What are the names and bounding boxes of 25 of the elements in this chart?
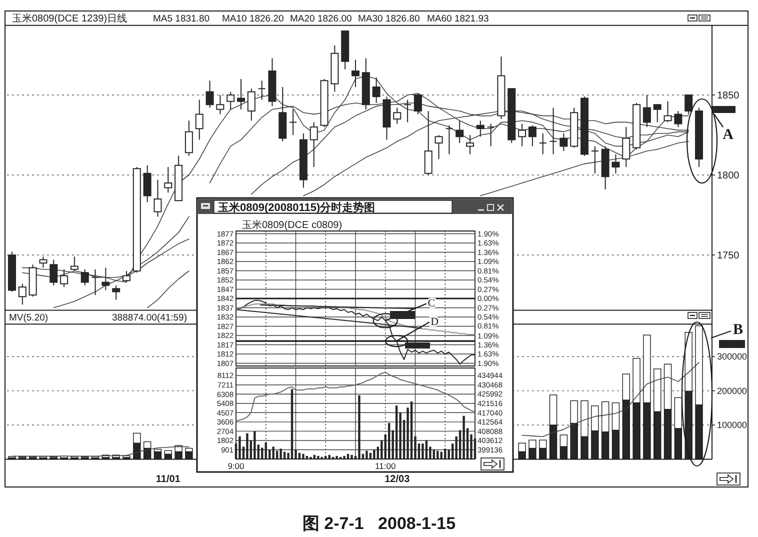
text: MA5 1831.80 — [153, 14, 210, 24]
text: MA60 1821.93 — [427, 14, 489, 24]
y-tick-label: 100000 — [717, 420, 748, 430]
caption: 图 2-7-1 2008-1-15 — [302, 514, 456, 533]
y-tick-label: 300000 — [717, 352, 748, 362]
text: 388874.00(41:59) — [112, 312, 188, 324]
chart-title: 玉米0809(20080115)分时走势图 — [217, 201, 376, 214]
y-tick-label: 1850 — [717, 90, 740, 102]
text: MA20 1826.00 — [290, 14, 352, 24]
x-tick-label: 11:00 — [375, 461, 396, 471]
x-tick-label: 9:00 — [228, 461, 245, 471]
x-tick-label: 11/01 — [156, 474, 181, 485]
annotation: D — [430, 316, 439, 328]
text: A — [722, 127, 734, 143]
y-tick-label: 1800 — [717, 170, 740, 182]
chart-title: MV(5.20) — [9, 312, 48, 324]
text: MA30 1826.80 — [358, 14, 420, 24]
y-tick-label: 200000 — [717, 386, 748, 396]
chart-title: 玉米0809(DCE 1239)日线 — [12, 12, 128, 24]
x-tick-label: 12/03 — [384, 474, 410, 485]
y-tick-label: 1750 — [717, 250, 740, 262]
chart-subtitle: 玉米0809(DCE c0809) — [242, 219, 342, 231]
annotation: C — [428, 298, 436, 310]
text: MA10 1826.20 — [222, 14, 284, 24]
text: B — [732, 322, 744, 338]
